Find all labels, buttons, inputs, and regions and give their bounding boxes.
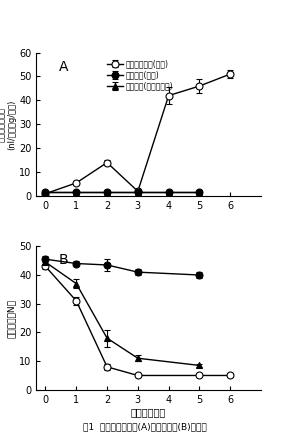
Y-axis label: エチレン生成量
(nl/新鮮重g/時間): エチレン生成量 (nl/新鮮重g/時間): [0, 99, 16, 149]
Legend: 「あかつき」(空気), 「有明」(空気), 「有明」(プロピレン): 「あかつき」(空気), 「有明」(空気), 「有明」(プロピレン): [108, 59, 173, 91]
Y-axis label: 果肉硬度（N）: 果肉硬度（N）: [7, 299, 16, 338]
X-axis label: 収穫後（日）: 収穫後（日）: [131, 407, 166, 417]
Text: B: B: [59, 254, 68, 268]
Text: A: A: [59, 60, 68, 74]
Text: 囱1  エチレン生成量(A)と果肉硬度(B)の変化: 囱1 エチレン生成量(A)と果肉硬度(B)の変化: [83, 422, 207, 431]
